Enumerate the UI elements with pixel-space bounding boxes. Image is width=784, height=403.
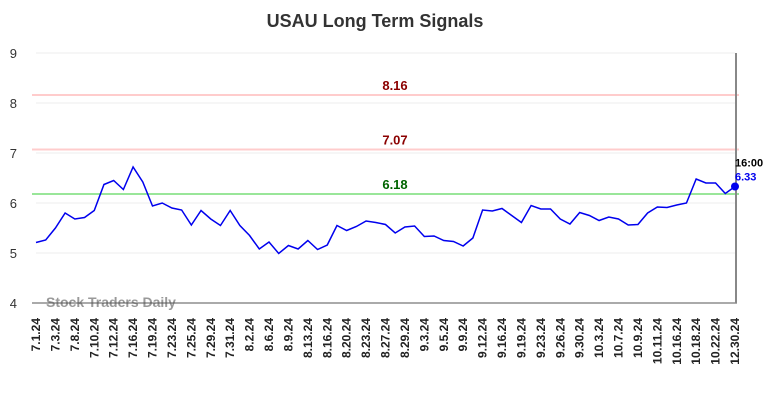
last-time-label: 16:00 [735,158,763,170]
x-tick-label: 9.23.24 [534,318,548,358]
x-tick-label: 8.2.24 [243,318,257,352]
x-tick-label: 8.9.24 [281,318,295,352]
x-tick-label: 10.9.24 [631,318,645,358]
x-tick-label: 7.19.24 [146,318,160,358]
x-tick-label: 10.11.24 [650,318,664,364]
y-tick-label: 4 [10,296,17,311]
x-tick-label: 8.23.24 [359,318,373,358]
y-tick-label: 5 [10,246,17,261]
x-tick-label: 8.16.24 [320,318,334,358]
x-tick-label: 8.27.24 [379,318,393,358]
x-tick-label: 8.20.24 [340,318,354,358]
price-line [35,165,736,255]
x-tick-label: 9.30.24 [573,318,587,358]
x-tick-label: 7.3.24 [48,318,62,352]
watermark: Stock Traders Daily [46,294,176,310]
x-tick-label: 10.3.24 [592,318,606,358]
x-tick-label: 7.29.24 [204,318,218,358]
x-tick-label: 12.30.24 [728,318,742,365]
x-tick-label: 9.3.24 [417,318,431,352]
x-tick-label: 7.12.24 [107,318,121,358]
x-tick-label: 9.26.24 [553,318,567,358]
reference-label: 7.07 [382,133,407,148]
x-tick-label: 8.13.24 [301,318,315,358]
x-tick-label: 7.31.24 [223,318,237,358]
x-tick-label: 10.7.24 [612,318,626,358]
x-tick-label: 7.25.24 [184,318,198,358]
x-tick-label: 7.10.24 [87,318,101,358]
x-tick-label: 9.19.24 [514,318,528,358]
chart-title: USAU Long Term Signals [267,11,484,31]
x-tick-label: 7.8.24 [68,318,82,352]
x-tick-label: 9.12.24 [476,318,490,358]
x-tick-label: 8.6.24 [262,318,276,352]
x-tick-label: 7.16.24 [126,318,140,358]
y-tick-label: 8 [10,96,17,111]
x-tick-label: 9.9.24 [456,318,470,352]
last-value-label: 6.33 [735,172,756,184]
y-tick-label: 6 [10,196,17,211]
reference-label: 8.16 [382,78,407,93]
last-point [731,182,739,191]
x-tick-label: 7.1.24 [29,318,43,352]
x-tick-label: 10.16.24 [670,318,684,365]
x-tick-label: 8.29.24 [398,318,412,358]
x-tick-label: 7.23.24 [165,318,179,358]
reference-label: 6.18 [382,177,407,192]
x-tick-label: 9.16.24 [495,318,509,358]
y-tick-label: 7 [10,146,17,161]
y-tick-label: 9 [10,46,17,61]
x-tick-label: 10.22.24 [709,318,723,365]
x-tick-label: 10.18.24 [689,318,703,365]
x-tick-label: 9.5.24 [437,318,451,352]
